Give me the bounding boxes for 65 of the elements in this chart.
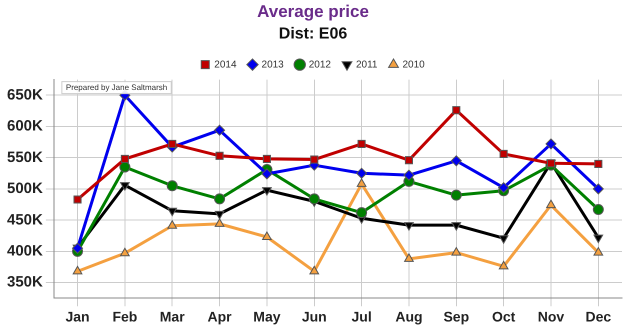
point — [592, 204, 604, 216]
point — [356, 207, 368, 218]
point — [120, 248, 130, 256]
y-tick-label: 550K — [7, 148, 44, 166]
point — [73, 195, 82, 204]
point — [593, 247, 604, 256]
point — [309, 266, 320, 274]
x-tick-label: Oct — [492, 308, 516, 324]
point — [308, 193, 320, 204]
y-tick-label: 400K — [7, 242, 44, 260]
point — [450, 190, 462, 201]
point — [356, 178, 366, 187]
legend-label: 2012 — [308, 59, 332, 70]
x-tick-label: Sep — [443, 308, 470, 324]
x-tick-label: Jul — [351, 308, 372, 324]
x-tick-label: Nov — [538, 308, 564, 324]
point — [216, 152, 224, 160]
point — [451, 247, 462, 256]
point — [594, 160, 602, 168]
x-tick-label: Apr — [208, 308, 232, 324]
x-tick-label: Aug — [395, 308, 423, 324]
legend-label: 2011 — [356, 59, 378, 70]
y-tick-label: 350K — [7, 274, 44, 291]
x-tick-label: Feb — [112, 308, 138, 324]
annotation: Prepared by Jane Saltmarsh — [66, 82, 168, 92]
point — [500, 150, 508, 158]
point — [120, 154, 129, 163]
x-tick-label: May — [253, 308, 281, 324]
chart-subtitle: Dist: E06 — [278, 25, 348, 42]
point — [498, 182, 510, 194]
point — [403, 170, 414, 181]
legend-label: 2010 — [402, 59, 426, 70]
point — [310, 156, 318, 164]
legend-label: 2013 — [262, 59, 284, 70]
point — [404, 253, 414, 262]
point — [358, 140, 366, 148]
point — [546, 200, 556, 208]
point — [450, 155, 462, 166]
x-tick-label: Mar — [160, 308, 186, 324]
x-tick-label: Jun — [302, 308, 327, 324]
point — [119, 162, 130, 173]
y-tick-label: 500K — [7, 180, 44, 198]
point — [262, 154, 271, 163]
point — [545, 138, 556, 150]
point — [261, 168, 272, 180]
point — [356, 168, 368, 179]
x-tick-label: Jan — [65, 308, 90, 324]
point — [166, 180, 178, 192]
point — [498, 260, 508, 270]
point — [404, 156, 413, 164]
y-tick-label: 650K — [7, 86, 44, 104]
y-tick-label: 600K — [7, 118, 44, 135]
point — [167, 220, 178, 229]
legend-label: 2014 — [214, 59, 237, 70]
point — [168, 140, 176, 148]
point — [452, 106, 460, 114]
point — [214, 124, 226, 136]
point — [592, 183, 604, 194]
point — [262, 231, 272, 240]
y-tick-label: 450K — [7, 211, 44, 228]
chart-title: Average price — [257, 2, 369, 21]
point — [214, 218, 224, 227]
x-tick-label: Dec — [585, 308, 612, 324]
point — [72, 266, 82, 274]
point — [214, 193, 226, 204]
